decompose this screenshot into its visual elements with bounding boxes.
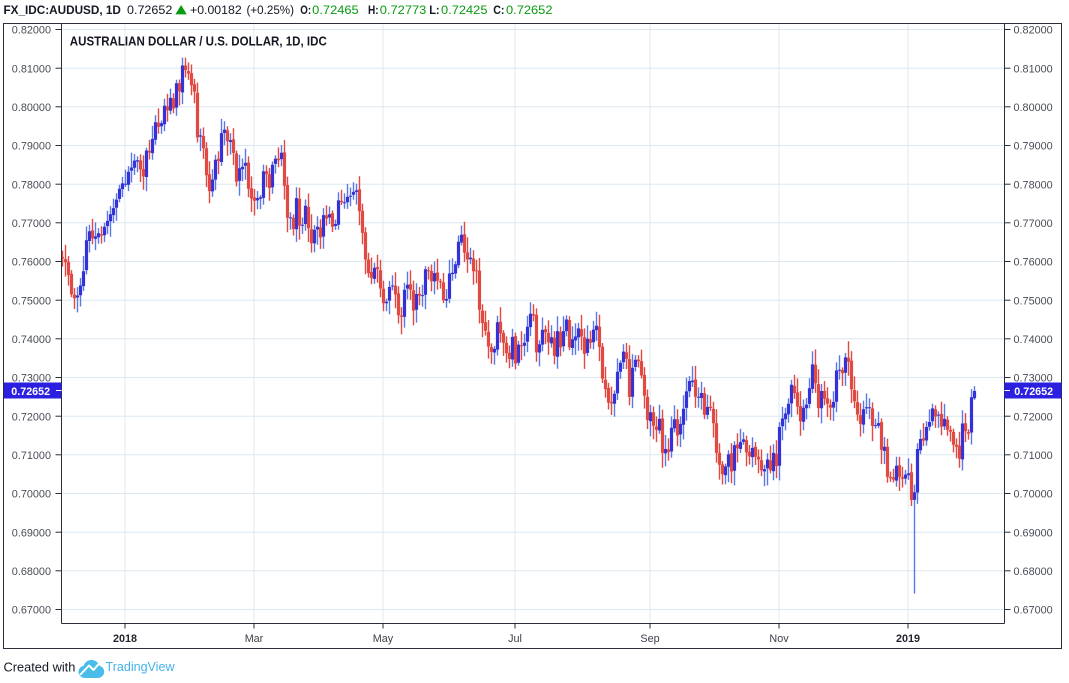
svg-text:Created with: Created with [4, 660, 76, 675]
svg-text:0.72652: 0.72652 [506, 3, 553, 17]
svg-text:0.80000: 0.80000 [1014, 102, 1053, 114]
svg-text:H:: H: [368, 3, 379, 17]
svg-text:Mar: Mar [245, 633, 264, 645]
svg-text:0.76000: 0.76000 [1014, 257, 1053, 269]
svg-text:0.77000: 0.77000 [12, 218, 51, 230]
svg-text:0.68000: 0.68000 [1014, 566, 1053, 578]
svg-text:0.79000: 0.79000 [12, 141, 51, 153]
svg-text:+0.00182: +0.00182 [190, 3, 242, 17]
svg-text:0.73000: 0.73000 [1014, 373, 1053, 385]
svg-text:0.67000: 0.67000 [12, 605, 51, 617]
svg-text:0.80000: 0.80000 [12, 102, 51, 114]
svg-text:0.79000: 0.79000 [1014, 141, 1053, 153]
svg-text:0.70000: 0.70000 [1014, 489, 1053, 501]
svg-text:0.75000: 0.75000 [12, 295, 51, 307]
svg-text:0.75000: 0.75000 [1014, 295, 1053, 307]
svg-text:L:: L: [429, 3, 439, 17]
svg-text:AUSTRALIAN DOLLAR / U.S. DOLLA: AUSTRALIAN DOLLAR / U.S. DOLLAR, 1D, IDC [70, 33, 328, 48]
svg-text:0.71000: 0.71000 [1014, 450, 1053, 462]
svg-text:0.78000: 0.78000 [12, 179, 51, 191]
svg-text:Nov: Nov [769, 633, 789, 645]
svg-text:0.70000: 0.70000 [12, 489, 51, 501]
svg-text:0.76000: 0.76000 [12, 257, 51, 269]
svg-text:0.72425: 0.72425 [441, 3, 488, 17]
svg-text:0.67000: 0.67000 [1014, 605, 1053, 617]
svg-text:0.74000: 0.74000 [12, 334, 51, 346]
svg-text:2018: 2018 [113, 633, 137, 645]
svg-text:0.73000: 0.73000 [12, 373, 51, 385]
svg-text:0.72773: 0.72773 [380, 3, 427, 17]
svg-text:0.72652: 0.72652 [127, 3, 172, 17]
svg-text:0.81000: 0.81000 [12, 63, 51, 75]
svg-text:0.82000: 0.82000 [1014, 25, 1053, 37]
svg-text:0.69000: 0.69000 [1014, 527, 1053, 539]
svg-text:Jul: Jul [508, 633, 522, 645]
svg-text:0.82000: 0.82000 [12, 25, 51, 37]
svg-text:Sep: Sep [640, 633, 659, 645]
svg-text:O:: O: [300, 3, 311, 17]
svg-text:0.72000: 0.72000 [12, 411, 51, 423]
svg-text:May: May [373, 633, 394, 645]
svg-text:C:: C: [493, 3, 504, 17]
svg-text:FX_IDC:AUDUSD, 1D: FX_IDC:AUDUSD, 1D [4, 3, 121, 17]
svg-text:(+0.25%): (+0.25%) [247, 3, 295, 17]
svg-text:0.72465: 0.72465 [312, 3, 359, 17]
svg-text:0.74000: 0.74000 [1014, 334, 1053, 346]
svg-text:0.72652: 0.72652 [1014, 386, 1053, 398]
svg-text:0.68000: 0.68000 [12, 566, 51, 578]
svg-text:0.69000: 0.69000 [12, 527, 51, 539]
svg-text:2019: 2019 [896, 633, 920, 645]
svg-text:0.77000: 0.77000 [1014, 218, 1053, 230]
svg-text:0.72000: 0.72000 [1014, 411, 1053, 423]
svg-text:0.72652: 0.72652 [11, 386, 50, 398]
svg-text:0.81000: 0.81000 [1014, 63, 1053, 75]
svg-text:TradingView: TradingView [106, 659, 176, 674]
svg-text:0.78000: 0.78000 [1014, 179, 1053, 191]
svg-text:0.71000: 0.71000 [12, 450, 51, 462]
